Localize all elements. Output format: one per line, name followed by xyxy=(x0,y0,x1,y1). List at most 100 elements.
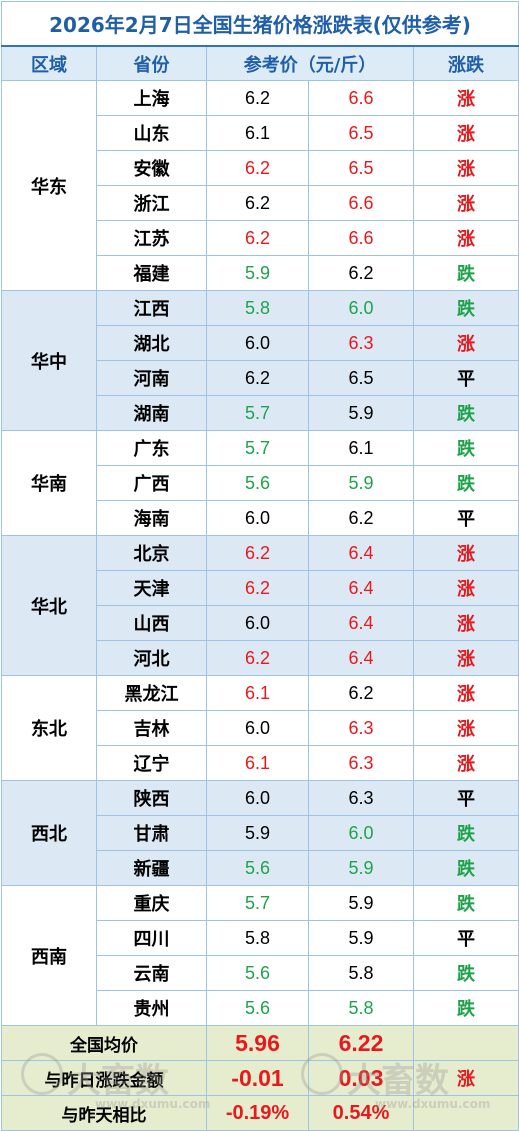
change-cell: 涨 xyxy=(412,675,519,711)
region-cell: 华东 xyxy=(1,80,97,291)
change-cell: 涨 xyxy=(412,605,519,641)
national-average-change xyxy=(412,1025,519,1061)
change-cell: 跌 xyxy=(412,955,519,991)
province-cell: 海南 xyxy=(96,500,207,536)
province-cell: 天津 xyxy=(96,570,207,606)
change-cell: 涨 xyxy=(412,115,519,151)
daily-diff-label: 与昨日涨跌金额 xyxy=(1,1060,207,1096)
table-row: 福建 5.9 6.2 跌 xyxy=(2,255,519,291)
daily-diff-prev: -0.01 xyxy=(206,1060,309,1096)
province-cell: 河北 xyxy=(96,640,207,676)
daily-diff-change: 涨 xyxy=(412,1060,519,1096)
prev-price-cell: 6.1 xyxy=(206,115,309,151)
region-cell: 西北 xyxy=(1,780,97,886)
change-cell: 涨 xyxy=(412,570,519,606)
curr-price-cell: 6.2 xyxy=(308,255,414,291)
daily-pct-prev: -0.19% xyxy=(206,1095,309,1131)
curr-price-cell: 6.0 xyxy=(308,815,414,851)
daily-diff-row: 与昨日涨跌金额 -0.01 0.03 涨 xyxy=(1,1060,519,1096)
curr-price-cell: 6.6 xyxy=(308,80,414,116)
table-row: 云南 5.6 5.8 跌 xyxy=(2,955,519,991)
prev-price-cell: 6.0 xyxy=(206,710,309,746)
curr-price-cell: 6.3 xyxy=(308,780,414,816)
province-cell: 重庆 xyxy=(96,885,207,921)
curr-price-cell: 6.6 xyxy=(308,220,414,256)
change-cell: 平 xyxy=(412,500,519,536)
table-row: 湖北 6.0 6.3 涨 xyxy=(2,325,519,361)
province-cell: 新疆 xyxy=(96,850,207,886)
province-cell: 江苏 xyxy=(96,220,207,256)
header-change: 涨跌 xyxy=(412,45,519,81)
page-title: 2026年2月7日全国生猪价格涨跌表(仅供参考) xyxy=(0,1,519,47)
region-cell: 东北 xyxy=(1,675,97,781)
change-cell: 跌 xyxy=(412,255,519,291)
change-cell: 跌 xyxy=(412,465,519,501)
prev-price-cell: 5.7 xyxy=(206,395,309,431)
prev-price-cell: 5.6 xyxy=(206,990,309,1026)
table-row: 四川 5.8 5.9 平 xyxy=(2,920,519,956)
prev-price-cell: 6.0 xyxy=(206,780,309,816)
change-cell: 涨 xyxy=(412,535,519,571)
prev-price-cell: 6.2 xyxy=(206,185,309,221)
table-row: 江苏 6.2 6.6 涨 xyxy=(2,220,519,256)
province-cell: 福建 xyxy=(96,255,207,291)
prev-price-cell: 6.2 xyxy=(206,570,309,606)
curr-price-cell: 6.4 xyxy=(308,640,414,676)
table-row: 西南 重庆 5.7 5.9 跌 xyxy=(1,885,519,1026)
prev-price-cell: 6.2 xyxy=(206,220,309,256)
curr-price-cell: 5.8 xyxy=(308,955,414,991)
prev-price-cell: 6.2 xyxy=(206,150,309,186)
curr-price-cell: 6.0 xyxy=(308,290,414,326)
province-cell: 安徽 xyxy=(96,150,207,186)
change-cell: 涨 xyxy=(412,185,519,221)
curr-price-cell: 6.2 xyxy=(308,675,414,711)
daily-diff-curr: 0.03 xyxy=(308,1060,414,1096)
table-row: 华东 上海 6.2 6.6 涨 xyxy=(1,80,519,291)
province-cell: 山西 xyxy=(96,605,207,641)
table-row: 安徽 6.2 6.5 涨 xyxy=(2,150,519,186)
province-cell: 陕西 xyxy=(96,780,207,816)
province-cell: 广东 xyxy=(96,430,207,466)
change-cell: 跌 xyxy=(412,990,519,1026)
curr-price-cell: 5.9 xyxy=(308,395,414,431)
curr-price-cell: 6.2 xyxy=(308,500,414,536)
curr-price-cell: 6.6 xyxy=(308,185,414,221)
curr-price-cell: 6.3 xyxy=(308,325,414,361)
table-row: 华南 广东 5.7 6.1 跌 xyxy=(1,430,519,536)
curr-price-cell: 6.4 xyxy=(308,570,414,606)
change-cell: 平 xyxy=(412,360,519,396)
change-cell: 跌 xyxy=(412,885,519,921)
table-row: 浙江 6.2 6.6 涨 xyxy=(2,185,519,221)
prev-price-cell: 6.2 xyxy=(206,640,309,676)
prev-price-cell: 6.1 xyxy=(206,745,309,781)
curr-price-cell: 5.9 xyxy=(308,850,414,886)
change-cell: 涨 xyxy=(412,150,519,186)
national-average-prev: 5.96 xyxy=(206,1025,309,1061)
prev-price-cell: 5.8 xyxy=(206,920,309,956)
change-cell: 跌 xyxy=(412,850,519,886)
prev-price-cell: 5.7 xyxy=(206,430,309,466)
national-average-curr: 6.22 xyxy=(308,1025,414,1061)
region-cell: 西南 xyxy=(1,885,97,1026)
curr-price-cell: 6.4 xyxy=(308,605,414,641)
prev-price-cell: 5.9 xyxy=(206,255,309,291)
change-cell: 涨 xyxy=(412,710,519,746)
change-cell: 涨 xyxy=(412,745,519,781)
header-price: 参考价（元/斤） xyxy=(206,45,414,81)
prev-price-cell: 6.2 xyxy=(206,360,309,396)
table-row: 广西 5.6 5.9 跌 xyxy=(2,465,519,501)
prev-price-cell: 6.0 xyxy=(206,605,309,641)
curr-price-cell: 5.8 xyxy=(308,990,414,1026)
province-cell: 湖北 xyxy=(96,325,207,361)
curr-price-cell: 6.5 xyxy=(308,360,414,396)
province-cell: 江西 xyxy=(96,290,207,326)
daily-pct-row: 与昨天相比 -0.19% 0.54% xyxy=(1,1095,519,1131)
prev-price-cell: 6.0 xyxy=(206,500,309,536)
header-region: 区域 xyxy=(1,45,97,81)
province-cell: 辽宁 xyxy=(96,745,207,781)
change-cell: 跌 xyxy=(412,815,519,851)
change-cell: 涨 xyxy=(412,325,519,361)
prev-price-cell: 5.7 xyxy=(206,885,309,921)
table-row: 西北 陕西 6.0 6.3 平 xyxy=(1,780,519,886)
